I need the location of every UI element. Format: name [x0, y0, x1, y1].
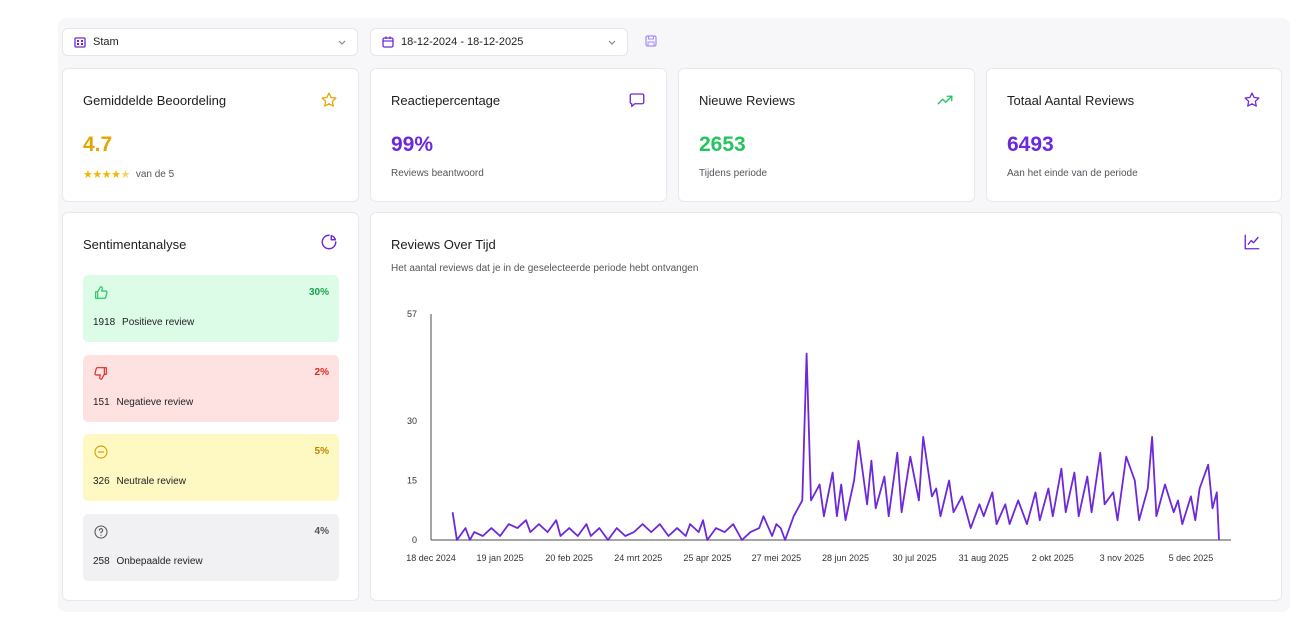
- new-reviews-card: Nieuwe Reviews 2653 Tijdens periode: [678, 68, 975, 202]
- total-reviews-card: Totaal Aantal Reviews 6493 Aan het einde…: [986, 68, 1282, 202]
- response-rate-title: Reactiepercentage: [391, 93, 501, 108]
- reviews-line-chart: 0 15 30 57 18 dec 2024 19 jan 2025 20 feb 2025…: [406, 309, 1231, 563]
- response-rate-card: Reactiepercentage 99% Reviews beantwoord: [370, 68, 667, 202]
- negative-count: 151: [93, 397, 110, 408]
- average-rating-value: 4.7: [83, 133, 113, 156]
- x-tick-label: 24 mrt 2025: [614, 553, 662, 563]
- negative-label: Negatieve review: [116, 397, 194, 408]
- sentiment-card: Sentimentanalyse 30% 1918 Positieve revi…: [62, 212, 359, 601]
- chevron-down-icon: [607, 37, 617, 47]
- star-outline-icon: [1243, 91, 1261, 109]
- total-reviews-value: 6493: [1007, 133, 1054, 156]
- sentiment-positive[interactable]: 30% 1918 Positieve review: [83, 275, 339, 342]
- unknown-summary: 258 Onbepaalde review: [93, 556, 203, 567]
- average-rating-card: Gemiddelde Beoordeling 4.7 ★★★★ ★ van de…: [62, 68, 359, 202]
- reviews-over-time-card: Reviews Over Tijd Het aantal reviews dat…: [370, 212, 1282, 601]
- y-tick-label: 57: [407, 309, 417, 319]
- thumbs-down-icon: [93, 365, 109, 381]
- positive-label: Positieve review: [122, 317, 195, 328]
- negative-pct: 2%: [314, 367, 329, 378]
- x-tick-label: 5 dec 2025: [1169, 553, 1214, 563]
- positive-count: 1918: [93, 317, 116, 328]
- line-chart-icon: [1243, 233, 1261, 251]
- rating-stars: ★★★★ ★ van de 5: [83, 168, 174, 181]
- location-select[interactable]: Stam: [62, 28, 358, 56]
- new-reviews-sub: Tijdens periode: [699, 168, 768, 179]
- sentiment-neutral[interactable]: 5% 326 Neutrale review: [83, 434, 339, 501]
- y-tick-label: 15: [407, 476, 417, 486]
- x-tick-label: 25 apr 2025: [683, 553, 731, 563]
- chat-bubble-icon: [628, 91, 646, 109]
- sentiment-title: Sentimentanalyse: [83, 237, 187, 252]
- star-outline-icon: [320, 91, 338, 109]
- date-range-select[interactable]: 18-12-2024 - 18-12-2025: [370, 28, 628, 56]
- y-tick-label: 30: [407, 416, 417, 426]
- y-tick-label: 0: [412, 535, 417, 545]
- filled-stars: ★★★★: [83, 169, 121, 181]
- x-tick-label: 27 mei 2025: [752, 553, 802, 563]
- x-tick-label: 20 feb 2025: [545, 553, 593, 563]
- date-range-value: 18-12-2024 - 18-12-2025: [401, 36, 524, 48]
- trending-up-icon: [936, 91, 954, 109]
- chart-subtitle: Het aantal reviews dat je in de geselect…: [391, 263, 699, 274]
- unknown-count: 258: [93, 556, 110, 567]
- unknown-pct: 4%: [314, 526, 329, 537]
- x-tick-label: 3 nov 2025: [1100, 553, 1145, 563]
- sentiment-negative[interactable]: 2% 151 Negatieve review: [83, 355, 339, 422]
- neutral-summary: 326 Neutrale review: [93, 476, 186, 487]
- location-select-value: Stam: [93, 36, 119, 48]
- calendar-icon: [381, 35, 395, 49]
- positive-pct: 30%: [308, 287, 329, 298]
- save-icon[interactable]: [644, 34, 658, 48]
- negative-summary: 151 Negatieve review: [93, 397, 193, 408]
- sentiment-unknown[interactable]: 4% 258 Onbepaalde review: [83, 514, 339, 581]
- positive-summary: 1918 Positieve review: [93, 317, 194, 328]
- series-line-reviews: [451, 352, 1220, 541]
- rating-scale-label: van de 5: [135, 169, 175, 180]
- x-tick-label: 30 jul 2025: [893, 553, 937, 563]
- question-circle-icon: [93, 524, 109, 540]
- response-rate-sub: Reviews beantwoord: [391, 168, 484, 179]
- minus-circle-icon: [93, 444, 109, 460]
- x-tick-label: 19 jan 2025: [477, 553, 524, 563]
- neutral-label: Neutrale review: [116, 476, 186, 487]
- chevron-down-icon: [337, 37, 347, 47]
- x-tick-label: 18 dec 2024: [406, 553, 456, 563]
- neutral-pct: 5%: [314, 446, 329, 457]
- neutral-count: 326: [93, 476, 110, 487]
- unknown-label: Onbepaalde review: [116, 556, 203, 567]
- half-star: ★: [120, 169, 130, 181]
- pie-chart-icon: [320, 233, 338, 251]
- x-tick-label: 2 okt 2025: [1032, 553, 1074, 563]
- chart-title: Reviews Over Tijd: [391, 237, 496, 252]
- thumbs-up-icon: [93, 285, 109, 301]
- new-reviews-title: Nieuwe Reviews: [699, 93, 796, 108]
- average-rating-title: Gemiddelde Beoordeling: [83, 93, 227, 108]
- response-rate-value: 99%: [391, 133, 434, 156]
- new-reviews-value: 2653: [699, 133, 746, 156]
- x-tick-label: 31 aug 2025: [959, 553, 1009, 563]
- building-icon: [73, 35, 87, 49]
- total-reviews-sub: Aan het einde van de periode: [1007, 168, 1138, 179]
- x-tick-label: 28 jun 2025: [822, 553, 869, 563]
- total-reviews-title: Totaal Aantal Reviews: [1007, 93, 1135, 108]
